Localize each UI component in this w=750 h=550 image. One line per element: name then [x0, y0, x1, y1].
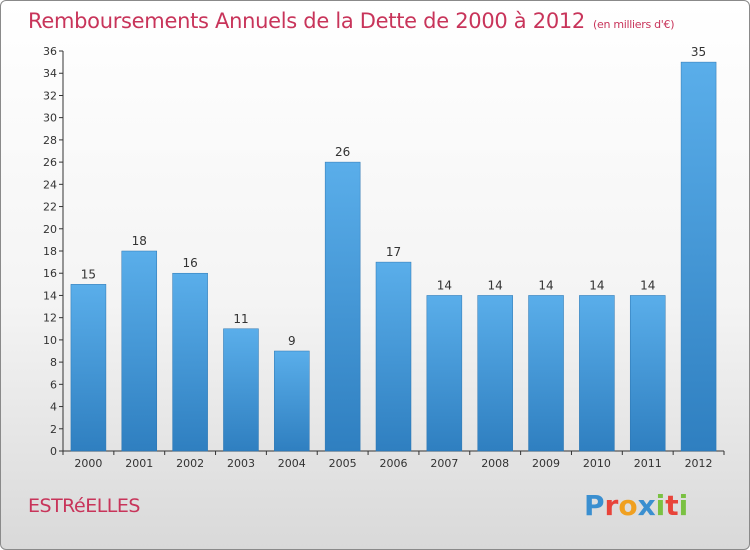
y-tick-label: 20 [43, 223, 57, 236]
bar-value-label: 15 [81, 267, 96, 281]
y-tick-label: 26 [43, 156, 57, 169]
y-tick-label: 0 [50, 445, 57, 458]
town-name: ESTRéELLES [28, 495, 140, 517]
x-tick-label: 2007 [430, 457, 458, 470]
y-tick-label: 32 [43, 89, 57, 102]
y-tick-label: 6 [50, 378, 57, 391]
bar [629, 295, 666, 452]
bar-value-label: 26 [335, 145, 350, 159]
y-tick-label: 16 [43, 267, 57, 280]
bar-value-label: 14 [437, 278, 452, 292]
y-tick-label: 30 [43, 112, 57, 125]
bar-value-label: 14 [589, 278, 604, 292]
y-tick-label: 34 [43, 67, 57, 80]
y-tick-label: 14 [43, 289, 57, 302]
bar-value-label: 16 [182, 256, 197, 270]
bar-value-label: 11 [233, 312, 248, 326]
bar-value-label: 18 [132, 234, 147, 248]
logo-letter: t [665, 489, 679, 522]
bar-value-label: 14 [488, 278, 503, 292]
bar-value-label: 9 [288, 334, 296, 348]
x-tick-label: 2006 [380, 457, 408, 470]
bar-value-label: 14 [640, 278, 655, 292]
bar [528, 295, 564, 452]
x-tick-label: 2008 [481, 457, 509, 470]
x-tick-label: 2009 [532, 457, 560, 470]
bar-value-label: 17 [386, 245, 401, 259]
bar [70, 284, 107, 452]
x-tick-label: 2001 [125, 457, 153, 470]
bar-value-label: 14 [538, 278, 553, 292]
x-tick-label: 2012 [685, 457, 713, 470]
logo-letter: i [655, 489, 666, 522]
y-tick-label: 28 [43, 134, 57, 147]
x-tick-label: 2002 [176, 457, 204, 470]
logo-letter: o [618, 489, 638, 522]
bar [172, 272, 208, 452]
bar-value-label: 35 [691, 45, 706, 59]
x-tick-label: 2000 [74, 457, 102, 470]
x-tick-label: 2011 [634, 457, 662, 470]
y-tick-label: 18 [43, 245, 57, 258]
x-tick-label: 2010 [583, 457, 611, 470]
y-tick-label: 10 [43, 334, 57, 347]
bar [426, 295, 463, 452]
bar [324, 161, 361, 452]
y-tick-label: 12 [43, 312, 57, 325]
y-tick-label: 4 [50, 401, 57, 414]
bar [375, 261, 412, 452]
proxiti-logo: Proxiti [584, 489, 688, 522]
y-tick-label: 8 [50, 356, 57, 369]
chart-title: Remboursements Annuels de la Dette de 20… [28, 9, 674, 33]
y-tick-label: 2 [50, 423, 57, 436]
bar [680, 61, 717, 452]
x-tick-label: 2004 [278, 457, 306, 470]
bars-group [70, 61, 717, 452]
logo-letter: i [678, 489, 689, 522]
bar [579, 295, 615, 452]
y-tick-label: 24 [43, 178, 57, 191]
title-text: Remboursements Annuels de la Dette de 20… [28, 9, 585, 33]
logo-letter: x [637, 489, 656, 522]
y-tick-label: 22 [43, 201, 57, 214]
bar [477, 295, 513, 452]
x-tick-label: 2003 [227, 457, 255, 470]
bar [274, 350, 310, 452]
unit-note: (en milliers d'€) [593, 18, 675, 31]
logo-letter: r [604, 489, 619, 522]
bar [223, 328, 259, 452]
logo-letter: P [584, 489, 605, 522]
y-tick-label: 36 [43, 45, 57, 58]
labels-group: 15 2000 18 2001 16 2002 11 2003 9 2004 26 2005 17 200… [74, 45, 712, 470]
x-tick-label: 2005 [329, 457, 357, 470]
bar [121, 250, 158, 452]
